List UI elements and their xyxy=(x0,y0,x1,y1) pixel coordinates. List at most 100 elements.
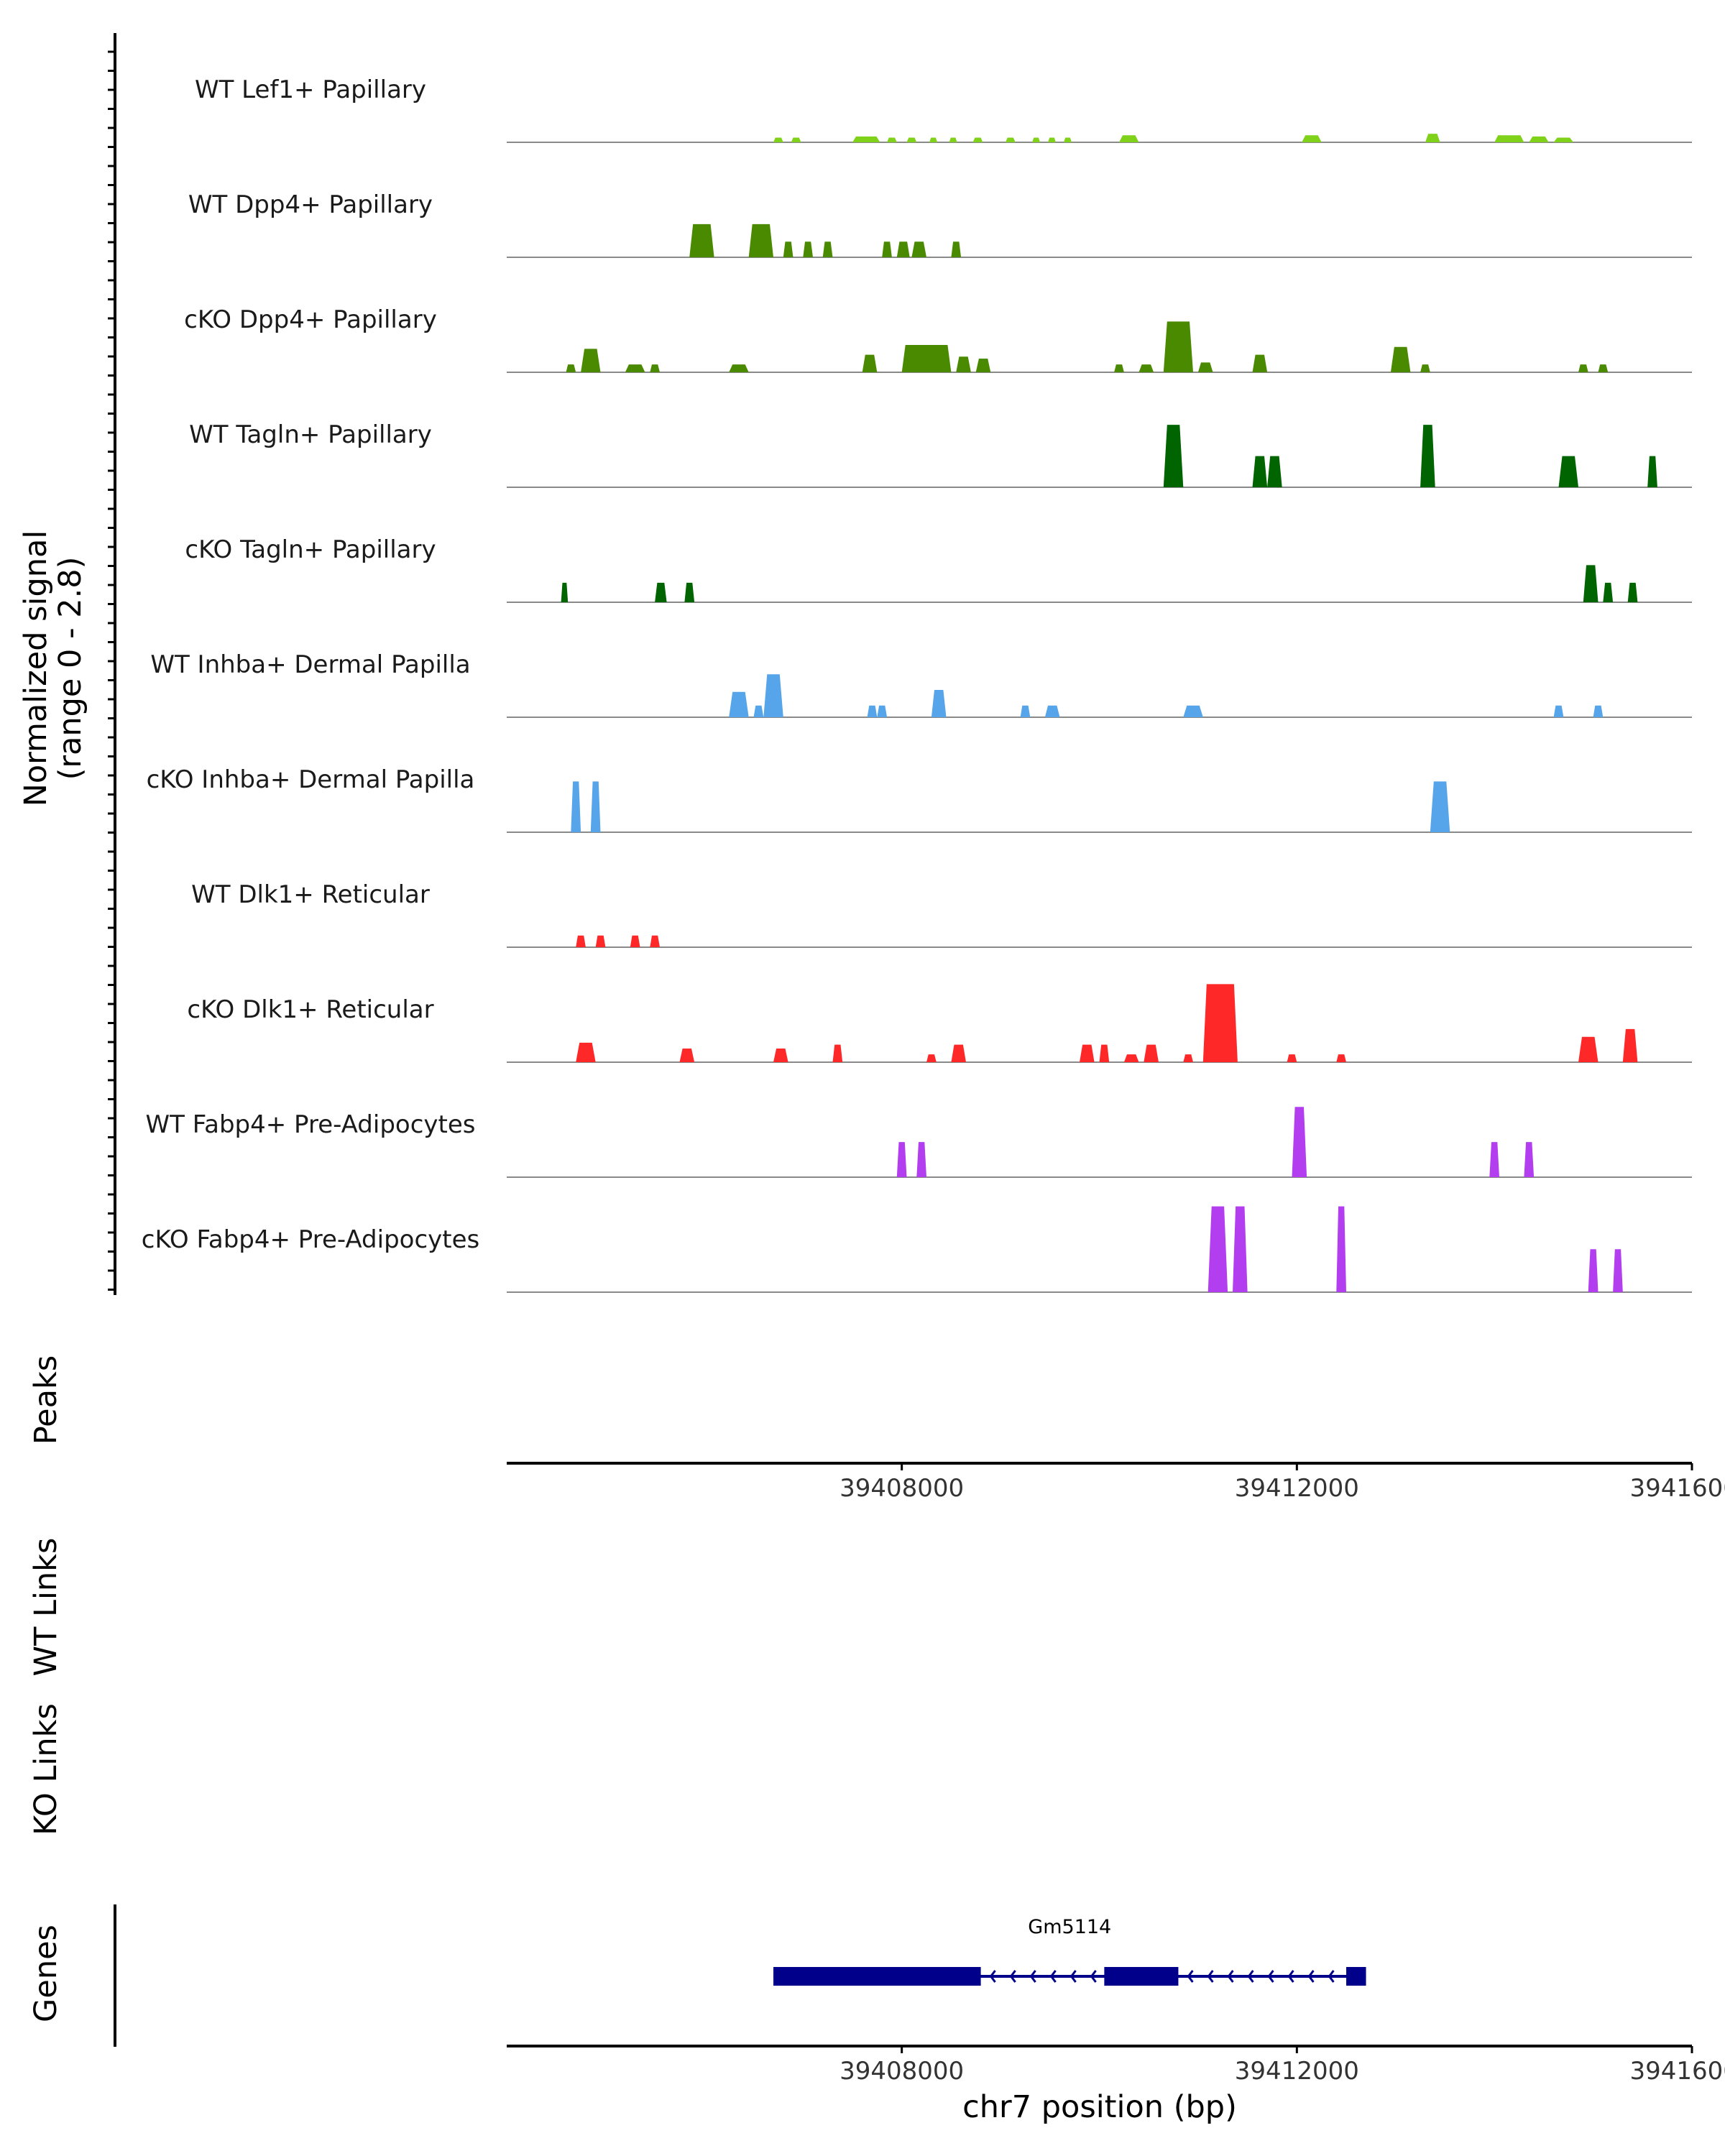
signal-peak xyxy=(867,705,878,717)
track-label: cKO Tagln+ Papillary xyxy=(185,535,436,564)
track-3: cKO Dpp4+ Papillary xyxy=(184,305,1692,373)
signal-peak xyxy=(929,137,938,142)
peaks-panel-title: Peaks xyxy=(28,1355,64,1445)
signal-peak xyxy=(1208,1206,1228,1292)
signal-peak xyxy=(1163,425,1184,487)
signal-peak xyxy=(783,241,794,257)
strand-arrow xyxy=(1187,1970,1194,1983)
signal-peak xyxy=(1267,456,1282,487)
track-8: WT Dlk1+ Reticular xyxy=(191,880,1692,948)
signal-peak xyxy=(1578,364,1588,372)
signal-peak xyxy=(684,582,695,602)
signal-peak xyxy=(852,136,880,142)
x-tick-label: 39416000 xyxy=(1629,2057,1725,2086)
signal-peak xyxy=(566,364,576,372)
signal-peak xyxy=(1593,705,1604,717)
signal-peak xyxy=(1647,456,1657,487)
strand-arrow xyxy=(1328,1970,1335,1983)
genes-x-ticks: 39408000 39412000 39416000 xyxy=(840,2046,1725,2086)
gene-exon xyxy=(1346,1967,1366,1986)
track-1: WT Lef1+ Papillary xyxy=(195,75,1692,143)
signal-peak xyxy=(1114,364,1124,372)
signal-peak xyxy=(911,241,926,257)
signal-peak xyxy=(1494,135,1524,142)
signal-peak xyxy=(581,349,601,372)
signal-peak xyxy=(951,241,962,257)
signal-peak xyxy=(951,1044,966,1062)
signal-peak xyxy=(1119,135,1139,142)
signal-peak xyxy=(1489,1142,1499,1177)
ko-links-label: KO Links xyxy=(28,1703,64,1835)
coverage-y-ticks xyxy=(108,50,115,1291)
signal-peak xyxy=(931,690,947,717)
signal-peak xyxy=(753,705,764,717)
signal-peak xyxy=(1603,582,1614,602)
track-label: WT Dlk1+ Reticular xyxy=(191,880,430,909)
signal-peak xyxy=(1292,1107,1307,1177)
track-5: cKO Tagln+ Papillary xyxy=(185,535,1692,603)
signal-peak xyxy=(1006,137,1016,142)
gene-name-label: Gm5114 xyxy=(1028,1916,1111,1938)
signal-peak xyxy=(882,241,892,257)
signal-peak xyxy=(949,137,957,142)
signal-peak xyxy=(1553,137,1574,142)
signal-peak xyxy=(862,354,878,372)
track-label: cKO Dpp4+ Papillary xyxy=(184,305,437,334)
signal-peak xyxy=(1123,1054,1139,1062)
signal-peak xyxy=(1138,364,1154,372)
signal-peak xyxy=(1197,362,1213,372)
signal-peak xyxy=(576,1042,596,1062)
signal-peak xyxy=(1578,1036,1598,1062)
signal-peak xyxy=(1252,456,1268,487)
track-label: cKO Dlk1+ Reticular xyxy=(187,995,433,1024)
wt-links-panel-title: WT Links xyxy=(28,1538,64,1677)
signal-peak xyxy=(576,935,586,947)
strand-arrow xyxy=(1009,1970,1016,1983)
strand-arrow xyxy=(1227,1970,1234,1983)
signal-peak xyxy=(773,1049,788,1062)
signal-peak xyxy=(1099,1044,1110,1062)
signal-peak xyxy=(1252,354,1268,372)
coverage-tracks: WT Lef1+ Papillary WT Dpp4+ Papillary cKO … xyxy=(142,75,1692,1293)
strand-arrow xyxy=(1070,1970,1077,1983)
signal-peak xyxy=(748,224,773,257)
signal-peak xyxy=(1613,1249,1623,1292)
signal-peak xyxy=(1080,1044,1095,1062)
strand-arrow xyxy=(1029,1970,1036,1983)
peaks-x-ticks: 39408000 39412000 39416000 xyxy=(840,1463,1725,1503)
signal-peak xyxy=(803,241,813,257)
signal-peak xyxy=(916,1142,926,1177)
strand-arrow xyxy=(989,1970,996,1983)
signal-peak xyxy=(630,935,640,947)
y-axis-label: Normalized signal xyxy=(18,530,54,807)
signal-peak xyxy=(1163,321,1193,372)
x-tick-label: 39412000 xyxy=(1235,1474,1359,1503)
genes-label: Genes xyxy=(28,1925,64,2022)
signal-peak xyxy=(625,364,645,372)
signal-peak xyxy=(906,137,917,142)
signal-peak xyxy=(595,935,606,947)
track-7: cKO Inhba+ Dermal Papilla xyxy=(147,765,1692,833)
track-2: WT Dpp4+ Papillary xyxy=(188,190,1692,258)
strand-arrow xyxy=(1090,1970,1097,1983)
signal-peak xyxy=(975,359,991,372)
signal-peak xyxy=(1529,136,1549,142)
signal-peak xyxy=(1183,1054,1193,1062)
signal-peak xyxy=(1524,1142,1535,1177)
signal-peak xyxy=(1558,456,1578,487)
wt-links-label: WT Links xyxy=(28,1538,64,1677)
signal-peak xyxy=(729,691,749,717)
signal-peak xyxy=(972,137,983,142)
x-tick-label: 39408000 xyxy=(840,2057,964,2086)
genes-panel-title: Genes xyxy=(28,1925,64,2022)
signal-peak xyxy=(896,241,910,257)
signal-peak xyxy=(1064,137,1072,142)
signal-peak xyxy=(1233,1206,1248,1292)
track-4: WT Tagln+ Papillary xyxy=(189,420,1692,488)
signal-peak xyxy=(822,241,833,257)
signal-peak xyxy=(1425,134,1440,142)
strand-arrow xyxy=(1287,1970,1294,1983)
signal-peak xyxy=(1336,1054,1346,1062)
signal-peak xyxy=(773,137,783,142)
signal-peak xyxy=(1627,582,1638,602)
